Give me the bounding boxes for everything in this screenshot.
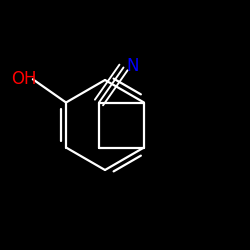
Text: N: N xyxy=(126,57,138,75)
Text: OH: OH xyxy=(11,70,37,88)
